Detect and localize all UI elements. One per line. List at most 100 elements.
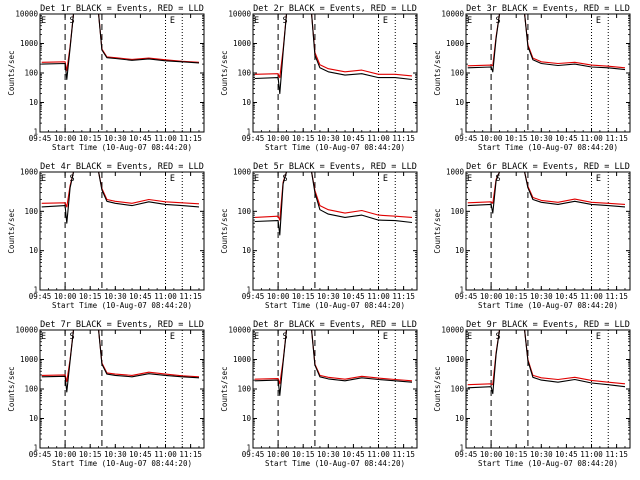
x-tick-label: 10:45 [129, 134, 152, 143]
y-tick-label: 1000 [446, 355, 465, 364]
x-axis-label: Start Time (10-Aug-07 08:44:20) [265, 301, 405, 310]
x-axis-label: Start Time (10-Aug-07 08:44:20) [478, 143, 618, 152]
x-tick-label: 10:00 [267, 450, 290, 459]
y-tick-label: 1000 [446, 39, 465, 48]
interval-marker-label: E [170, 16, 175, 26]
y-axis-label: Counts/sec [7, 208, 16, 253]
y-tick-label: 10 [29, 246, 39, 255]
y-tick-label: 10 [455, 246, 465, 255]
events-series-line [41, 172, 200, 224]
x-tick-label: 10:15 [79, 134, 102, 143]
y-tick-label: 1 [33, 444, 38, 453]
x-tick-label: 10:45 [342, 292, 365, 301]
interval-marker-label: E [383, 16, 388, 26]
interval-marker-label: E [383, 174, 388, 184]
events-series-line [467, 172, 626, 214]
y-tick-label: 100 [24, 385, 38, 394]
lld-series-line [467, 330, 626, 386]
x-tick-label: 10:00 [480, 292, 503, 301]
y-tick-label: 100 [24, 207, 38, 216]
x-tick-label: 09:45 [242, 450, 265, 459]
x-tick-label: 10:00 [267, 134, 290, 143]
x-tick-label: 11:15 [605, 450, 628, 459]
y-tick-label: 1 [33, 286, 38, 295]
x-tick-label: 11:15 [392, 450, 415, 459]
x-tick-label: 10:45 [555, 292, 578, 301]
y-tick-label: 1000 [20, 355, 39, 364]
y-axis-label: Counts/sec [220, 208, 229, 253]
detector-panel: Det 1r BLACK = Events, RED = LLD 1 10 100 10… [7, 4, 205, 152]
y-tick-label: 10 [29, 98, 39, 107]
x-tick-label: 11:00 [367, 450, 390, 459]
detector-panel: Det 4r BLACK = Events, RED = LLD 1 10 100 10… [7, 162, 205, 310]
events-series-line [254, 14, 413, 95]
x-tick-label: 11:15 [392, 292, 415, 301]
y-tick-label: 100 [450, 207, 464, 216]
events-series-line [467, 330, 626, 395]
y-tick-label: 1000 [233, 168, 252, 177]
x-tick-label: 09:45 [455, 450, 478, 459]
x-tick-label: 11:15 [179, 450, 202, 459]
panel-title: Det 9r BLACK = Events, RED = LLD [466, 320, 630, 330]
y-tick-label: 10000 [441, 326, 464, 335]
plot-frame [39, 171, 205, 291]
plot-frame [465, 13, 631, 133]
y-axis-label: Counts/sec [220, 50, 229, 95]
events-series-line [254, 172, 413, 236]
x-tick-label: 09:45 [29, 292, 52, 301]
x-tick-label: 10:00 [480, 450, 503, 459]
x-tick-label: 11:15 [179, 292, 202, 301]
y-tick-label: 1000 [20, 39, 39, 48]
x-tick-label: 10:15 [79, 292, 102, 301]
x-tick-label: 11:00 [367, 134, 390, 143]
x-tick-label: 10:15 [505, 292, 528, 301]
y-axis-label: Counts/sec [220, 366, 229, 411]
interval-marker-label: E [467, 174, 472, 184]
x-tick-label: 10:00 [480, 134, 503, 143]
interval-marker-label: E [254, 16, 259, 26]
events-series-line [41, 14, 200, 81]
y-tick-label: 100 [24, 69, 38, 78]
y-tick-label: 100 [450, 69, 464, 78]
x-axis-label: Start Time (10-Aug-07 08:44:20) [478, 459, 618, 468]
y-tick-label: 10 [455, 98, 465, 107]
x-tick-label: 10:15 [505, 134, 528, 143]
detector-panel: Det 2r BLACK = Events, RED = LLD 1 10 100 10… [220, 4, 418, 152]
events-series-line [467, 14, 626, 73]
plot-area [41, 172, 200, 290]
interval-marker-label: E [254, 174, 259, 184]
interval-marker-label: S [282, 174, 287, 184]
x-tick-label: 11:15 [392, 134, 415, 143]
x-tick-label: 11:00 [580, 450, 603, 459]
x-tick-label: 10:45 [342, 450, 365, 459]
plot-frame [465, 171, 631, 291]
y-axis-label: Counts/sec [433, 208, 442, 253]
y-tick-label: 100 [237, 385, 251, 394]
x-tick-label: 11:00 [154, 292, 177, 301]
detector-panel: Det 5r BLACK = Events, RED = LLD 1 10 100 10… [220, 162, 418, 310]
x-tick-label: 10:30 [530, 292, 553, 301]
y-axis-label: Counts/sec [433, 366, 442, 411]
y-axis-label: Counts/sec [433, 50, 442, 95]
x-tick-label: 11:00 [154, 450, 177, 459]
x-tick-label: 10:00 [54, 134, 77, 143]
y-tick-label: 10 [455, 414, 465, 423]
x-tick-label: 10:45 [342, 134, 365, 143]
interval-marker-label: E [596, 16, 601, 26]
x-tick-label: 10:30 [317, 292, 340, 301]
y-axis-label: Counts/sec [7, 366, 16, 411]
plot-area [41, 14, 200, 132]
y-tick-label: 1 [246, 286, 251, 295]
lld-series-line [41, 14, 200, 72]
plot-frame [252, 329, 418, 449]
x-tick-label: 11:15 [179, 134, 202, 143]
interval-marker-label: E [41, 16, 46, 26]
panel-title: Det 8r BLACK = Events, RED = LLD [253, 320, 417, 330]
x-tick-label: 10:15 [505, 450, 528, 459]
plot-area [254, 330, 413, 448]
plot-area [254, 14, 413, 132]
x-tick-label: 10:30 [530, 134, 553, 143]
x-tick-label: 10:00 [54, 292, 77, 301]
interval-marker-label: S [69, 16, 74, 26]
